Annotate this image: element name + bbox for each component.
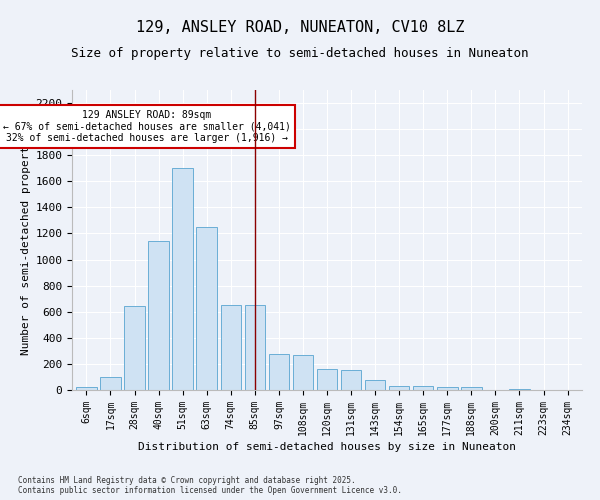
Bar [293,355,313,390]
Bar [437,386,458,390]
Bar [124,306,145,390]
Bar [221,305,241,390]
Bar [245,305,265,390]
Bar [269,354,289,390]
Bar [317,369,337,390]
Bar [100,377,121,390]
Bar [172,168,193,390]
Bar [196,227,217,390]
Bar [148,240,169,390]
Bar [461,388,482,390]
Y-axis label: Number of semi-detached properties: Number of semi-detached properties [21,125,31,355]
Bar [341,370,361,390]
Bar [389,386,409,390]
Text: 129, ANSLEY ROAD, NUNEATON, CV10 8LZ: 129, ANSLEY ROAD, NUNEATON, CV10 8LZ [136,20,464,35]
X-axis label: Distribution of semi-detached houses by size in Nuneaton: Distribution of semi-detached houses by … [138,442,516,452]
Bar [509,388,530,390]
Text: Contains HM Land Registry data © Crown copyright and database right 2025.
Contai: Contains HM Land Registry data © Crown c… [18,476,402,495]
Bar [365,380,385,390]
Bar [413,386,433,390]
Text: 129 ANSLEY ROAD: 89sqm
← 67% of semi-detached houses are smaller (4,041)
32% of : 129 ANSLEY ROAD: 89sqm ← 67% of semi-det… [2,110,290,143]
Text: Size of property relative to semi-detached houses in Nuneaton: Size of property relative to semi-detach… [71,48,529,60]
Bar [76,386,97,390]
